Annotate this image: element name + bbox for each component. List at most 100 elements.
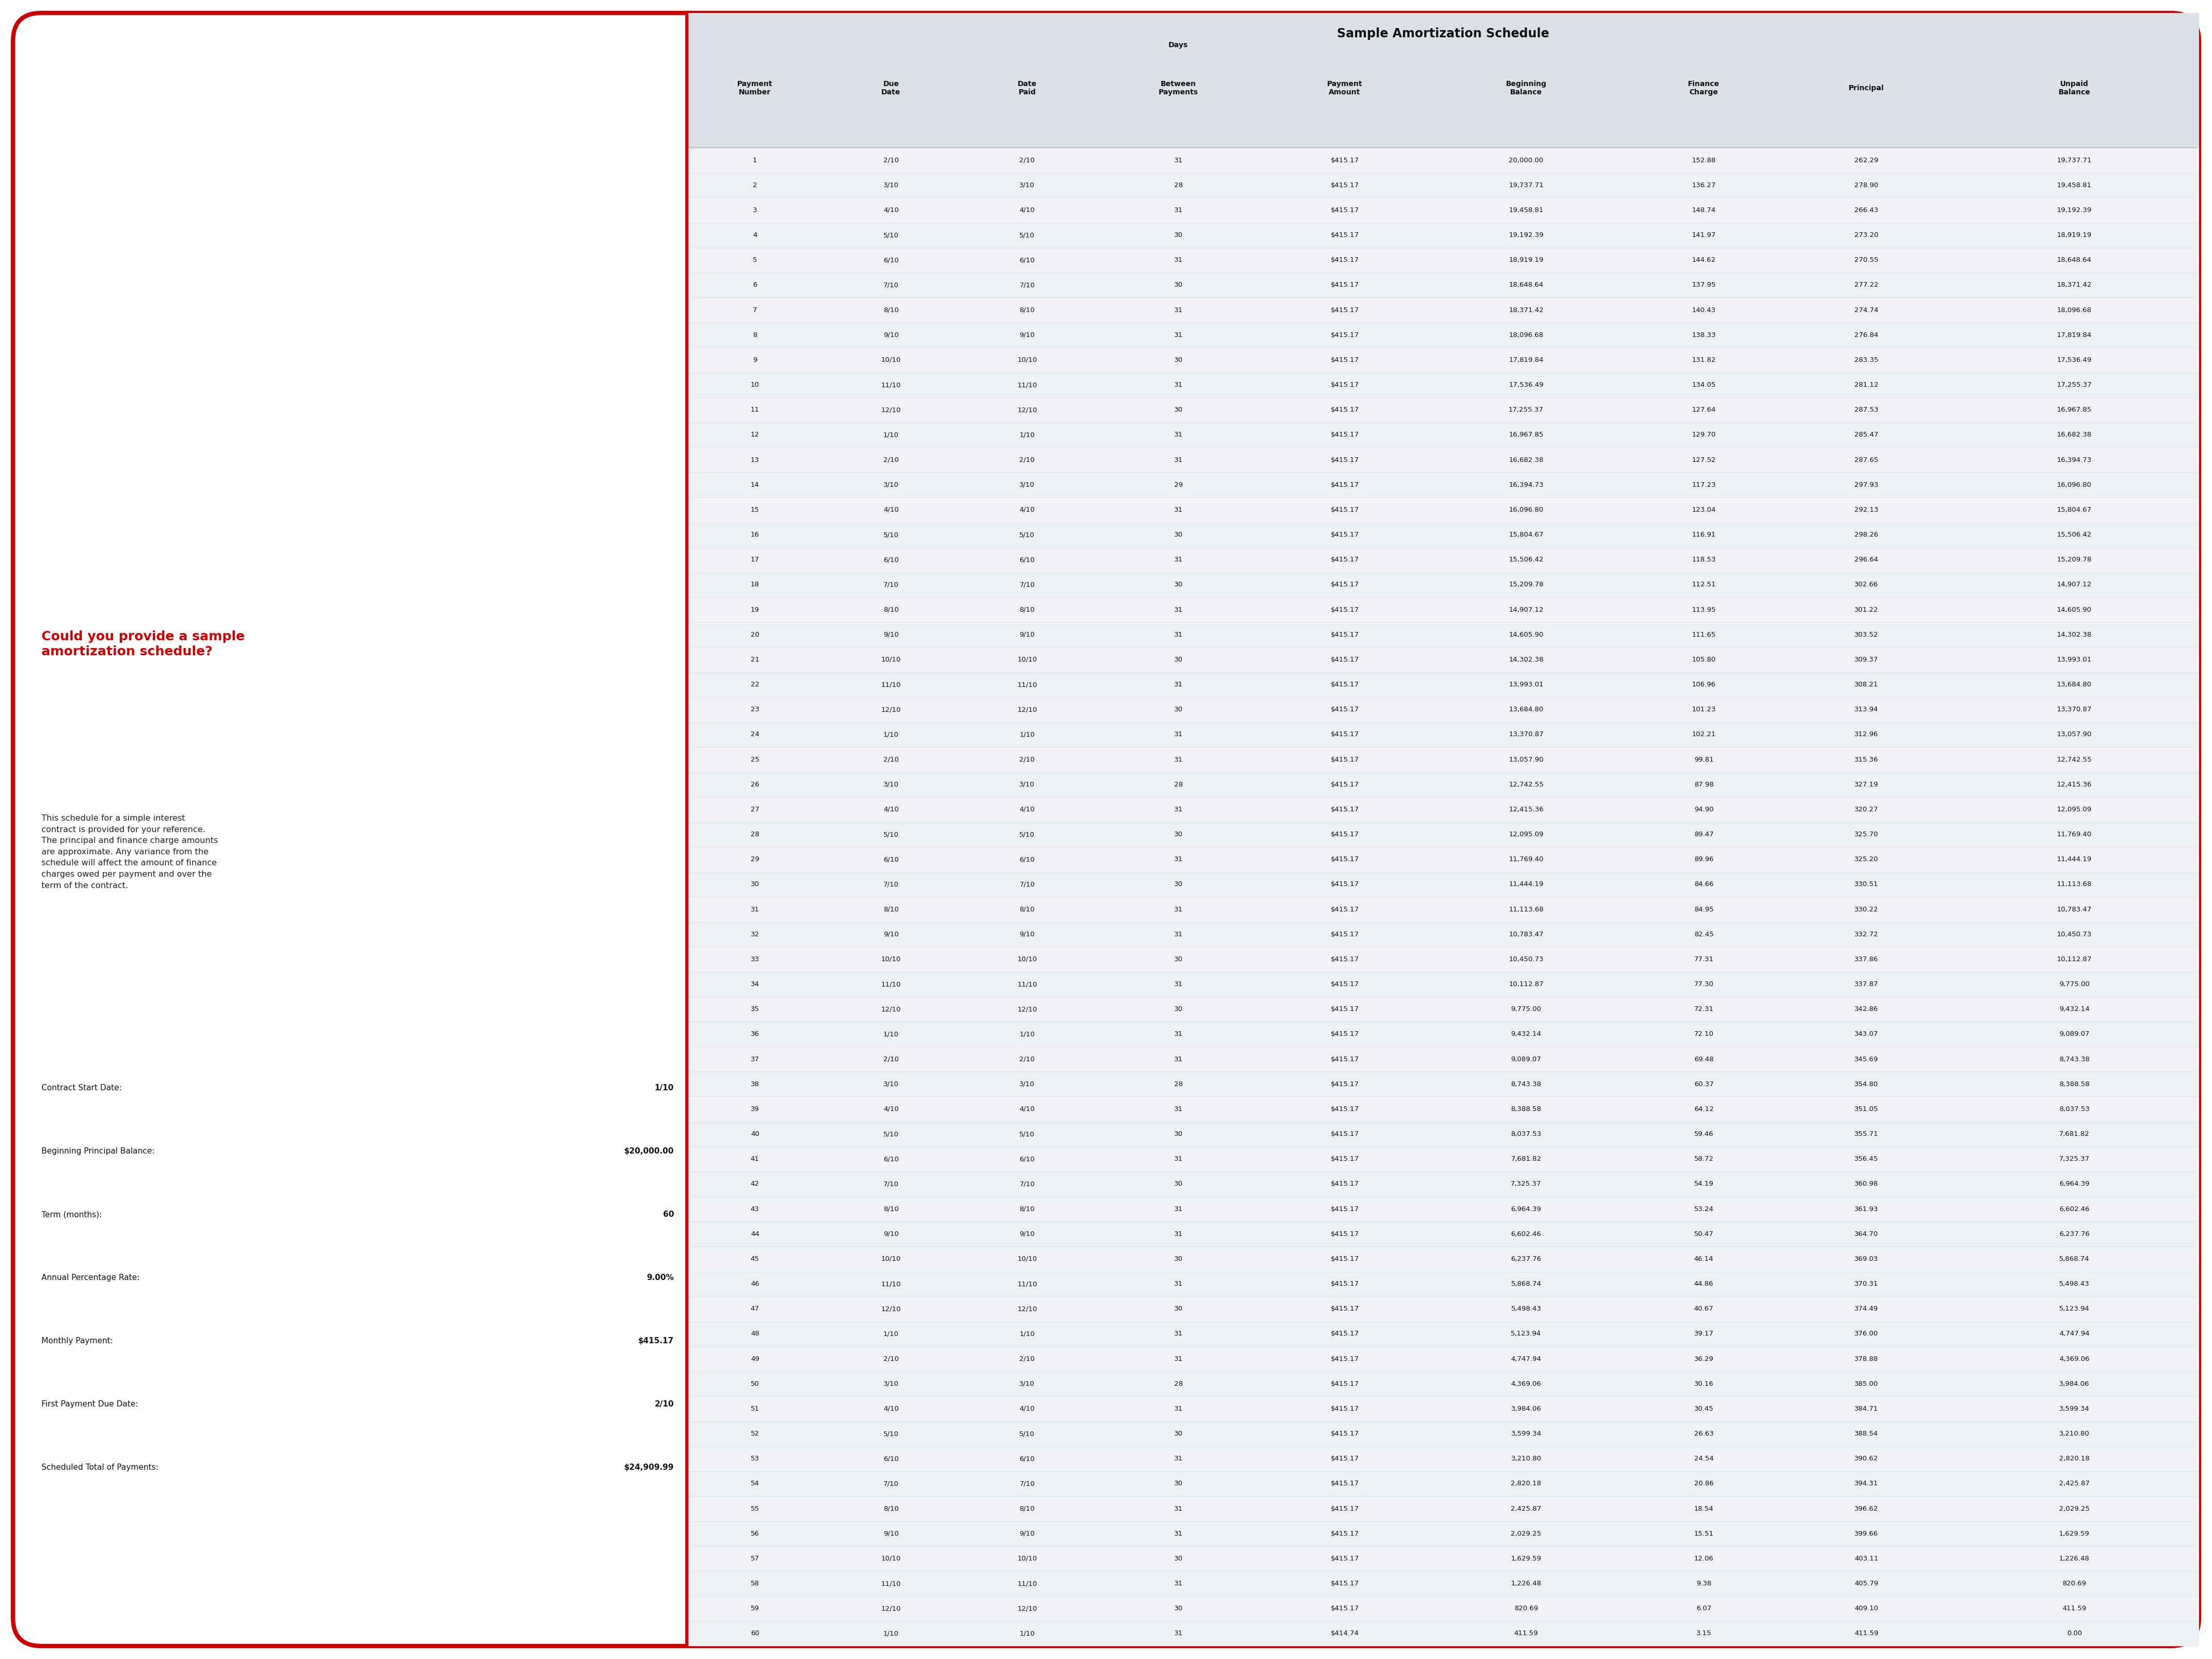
Text: 2/10: 2/10	[883, 456, 898, 463]
Text: 30: 30	[1175, 956, 1183, 962]
Text: 17,819.84: 17,819.84	[1509, 357, 1544, 363]
Text: 325.20: 325.20	[1854, 856, 1878, 863]
Text: 11/10: 11/10	[880, 980, 900, 987]
Text: 30: 30	[1175, 581, 1183, 589]
Text: 57: 57	[750, 1554, 759, 1563]
Text: 15,209.78: 15,209.78	[2057, 556, 2093, 562]
Text: 31: 31	[1175, 1505, 1183, 1511]
Text: 296.64: 296.64	[1854, 556, 1878, 562]
Bar	[688, 473, 2199, 498]
Text: 10,112.87: 10,112.87	[1509, 980, 1544, 987]
Text: Days: Days	[1168, 41, 1188, 48]
Text: 12,415.36: 12,415.36	[1509, 806, 1544, 813]
Text: 5: 5	[752, 257, 757, 264]
Text: 16,967.85: 16,967.85	[2057, 406, 2093, 413]
Text: $415.17: $415.17	[1329, 481, 1358, 488]
Bar	[688, 1022, 2199, 1047]
Text: 10/10: 10/10	[880, 1256, 900, 1262]
Text: 34: 34	[750, 980, 759, 987]
Text: 16,394.73: 16,394.73	[2057, 456, 2093, 463]
Text: 8,037.53: 8,037.53	[2059, 1107, 2090, 1113]
Text: 33: 33	[750, 956, 759, 962]
Text: 46: 46	[750, 1281, 759, 1287]
Text: $415.17: $415.17	[1329, 757, 1358, 763]
Text: 332.72: 332.72	[1854, 931, 1878, 937]
Text: 136.27: 136.27	[1692, 182, 1717, 189]
Text: 44.86: 44.86	[1694, 1281, 1714, 1287]
Bar	[688, 1347, 2199, 1372]
Text: 11/10: 11/10	[880, 1281, 900, 1287]
Text: 411.59: 411.59	[1513, 1631, 1537, 1637]
Text: $415.17: $415.17	[1329, 956, 1358, 962]
Text: 27: 27	[750, 806, 759, 813]
Text: Contract Start Date:: Contract Start Date:	[42, 1083, 122, 1092]
Text: 31: 31	[1175, 606, 1183, 614]
Text: 31: 31	[1175, 506, 1183, 513]
Text: 13,370.87: 13,370.87	[1509, 732, 1544, 738]
Text: 270.55: 270.55	[1854, 257, 1878, 264]
Text: 6/10: 6/10	[883, 1455, 898, 1462]
Text: 10,450.73: 10,450.73	[2057, 931, 2093, 937]
Text: 24: 24	[750, 732, 759, 738]
Text: 105.80: 105.80	[1692, 657, 1717, 664]
Text: 140.43: 140.43	[1692, 307, 1717, 314]
Text: 1,226.48: 1,226.48	[2059, 1554, 2090, 1563]
Bar	[688, 1397, 2199, 1422]
Text: 5,498.43: 5,498.43	[2059, 1281, 2090, 1287]
Text: 19,458.81: 19,458.81	[1509, 207, 1544, 214]
Text: 5/10: 5/10	[883, 831, 898, 838]
Text: 10,783.47: 10,783.47	[1509, 931, 1544, 937]
Text: 262.29: 262.29	[1854, 158, 1878, 164]
Text: 3/10: 3/10	[883, 182, 898, 189]
Text: 8/10: 8/10	[1020, 1505, 1035, 1511]
Text: 11,769.40: 11,769.40	[2057, 831, 2093, 838]
Bar	[688, 247, 2199, 272]
Text: 152.88: 152.88	[1692, 158, 1717, 164]
Text: 277.22: 277.22	[1854, 282, 1878, 289]
Text: 287.53: 287.53	[1854, 406, 1878, 413]
Text: 50.47: 50.47	[1694, 1231, 1714, 1238]
Text: 1,629.59: 1,629.59	[1511, 1554, 1542, 1563]
Text: 2/10: 2/10	[883, 757, 898, 763]
Bar	[688, 1097, 2199, 1121]
Text: $415.17: $415.17	[1329, 1206, 1358, 1213]
Text: 25: 25	[750, 757, 759, 763]
Text: 37: 37	[750, 1055, 759, 1062]
Text: 12/10: 12/10	[880, 1306, 900, 1312]
Text: 45: 45	[750, 1256, 759, 1262]
Bar	[688, 1447, 2199, 1472]
Text: 31: 31	[1175, 1206, 1183, 1213]
Text: 99.81: 99.81	[1694, 757, 1714, 763]
Text: 13,370.87: 13,370.87	[2057, 707, 2093, 713]
Text: 19,737.71: 19,737.71	[2057, 158, 2093, 164]
Text: $415.17: $415.17	[1329, 1256, 1358, 1262]
Text: 30: 30	[1175, 707, 1183, 713]
Text: $415.17: $415.17	[1329, 182, 1358, 189]
Text: 19,458.81: 19,458.81	[2057, 182, 2093, 189]
Text: 30: 30	[1175, 1306, 1183, 1312]
Text: 12/10: 12/10	[880, 1606, 900, 1613]
Text: 7,681.82: 7,681.82	[1511, 1156, 1542, 1163]
Text: 106.96: 106.96	[1692, 682, 1717, 688]
Text: 11/10: 11/10	[880, 382, 900, 388]
Text: 2/10: 2/10	[1020, 456, 1035, 463]
Text: 337.87: 337.87	[1854, 980, 1878, 987]
Text: 13,684.80: 13,684.80	[1509, 707, 1544, 713]
Text: 7,325.37: 7,325.37	[1511, 1181, 1542, 1188]
Text: 30: 30	[1175, 357, 1183, 363]
Text: 5/10: 5/10	[1020, 1430, 1035, 1437]
Text: 40: 40	[750, 1131, 759, 1138]
Text: 409.10: 409.10	[1854, 1606, 1878, 1613]
Text: 42: 42	[750, 1181, 759, 1188]
Text: 144.62: 144.62	[1692, 257, 1717, 264]
Text: 5,498.43: 5,498.43	[1511, 1306, 1542, 1312]
Text: 12.06: 12.06	[1694, 1554, 1714, 1563]
Text: 14,302.38: 14,302.38	[2057, 632, 2093, 639]
Text: 6/10: 6/10	[883, 1156, 898, 1163]
Text: 364.70: 364.70	[1854, 1231, 1878, 1238]
Text: 40.67: 40.67	[1694, 1306, 1714, 1312]
Text: 11/10: 11/10	[880, 682, 900, 688]
Text: 315.36: 315.36	[1854, 757, 1878, 763]
Bar	[688, 398, 2199, 423]
Text: 53: 53	[750, 1455, 759, 1462]
